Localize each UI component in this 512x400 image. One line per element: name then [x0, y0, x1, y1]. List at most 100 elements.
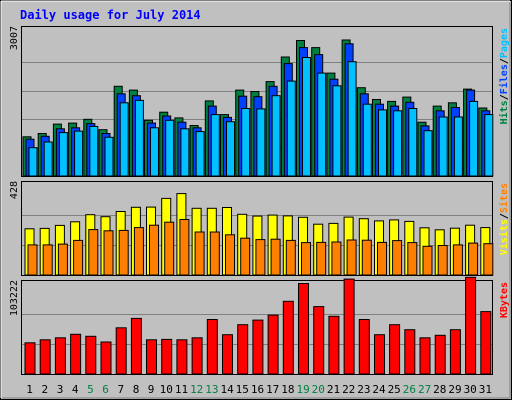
bar-sites-day-19	[301, 242, 311, 276]
bar-pages-day-4	[74, 130, 84, 177]
bar-sites-day-6	[103, 230, 114, 276]
bar-sites-day-9	[149, 224, 159, 276]
bar-kbytes-day-19	[298, 283, 309, 375]
bar-sites-day-31	[483, 243, 494, 276]
x-tick-label-day-18: 18	[281, 383, 294, 396]
panel-middle: 428 Visits/Sites	[9, 181, 510, 276]
bar-kbytes-day-6	[100, 341, 112, 375]
bar-pages-day-13	[210, 114, 220, 177]
bar-kbytes-day-28	[434, 334, 446, 375]
bar-pages-day-11	[180, 128, 190, 177]
panel-bottom: 103222 KBytes	[9, 276, 510, 375]
x-tick-label-day-10: 10	[160, 383, 173, 396]
bar-pages-day-22	[347, 61, 357, 177]
bar-sites-day-29	[452, 244, 463, 276]
bar-kbytes-day-31	[480, 311, 492, 375]
panel-middle-axis-label: Visits/Sites	[498, 183, 510, 255]
bar-kbytes-day-30	[465, 276, 477, 375]
bar-pages-day-17	[271, 95, 281, 177]
x-tick-label-day-17: 17	[266, 383, 279, 396]
bar-pages-day-20	[317, 72, 327, 177]
bar-sites-day-4	[73, 239, 84, 276]
bar-kbytes-day-5	[85, 335, 97, 375]
x-tick-label-day-11: 11	[175, 383, 188, 396]
bar-pages-day-30	[469, 100, 479, 177]
bar-pages-day-3	[58, 132, 68, 177]
bar-kbytes-day-15	[237, 324, 249, 375]
x-tick-label-day-26: 26	[403, 383, 416, 396]
bar-sites-day-25	[392, 240, 403, 276]
bar-sites-day-11	[179, 219, 190, 276]
bar-pages-day-23	[362, 103, 372, 177]
x-axis-labels: 1 2 3 4 5 6 7 8 9 10 11 12 13 14 15 16 17 18 19 20 21 22 23 24 2…	[26, 383, 492, 396]
x-tick-label-day-24: 24	[372, 383, 386, 396]
bar-sites-day-27	[422, 245, 433, 276]
bar-pages-day-9	[150, 127, 159, 177]
axis-label-files: Files	[498, 64, 510, 94]
x-tick-label-day-19: 19	[296, 383, 309, 396]
bar-sites-day-3	[57, 243, 68, 276]
bar-pages-day-12	[195, 131, 205, 177]
bar-sites-day-13	[209, 231, 220, 276]
bar-kbytes-day-17	[267, 314, 279, 375]
bar-sites-day-23	[361, 239, 372, 276]
bar-pages-day-26	[408, 108, 418, 177]
bar-sites-day-2	[42, 244, 53, 276]
axis-label-visits: Visits	[498, 219, 510, 255]
bar-pages-day-27	[423, 130, 433, 177]
bar-sites-day-7	[118, 229, 129, 276]
bar-kbytes-day-27	[419, 337, 431, 375]
x-tick-label-day-25: 25	[388, 383, 401, 396]
bar-sites-day-30	[468, 242, 479, 276]
axis-label-separator: /	[499, 94, 510, 100]
bar-kbytes-day-4	[70, 333, 82, 375]
x-tick-label-day-4: 4	[72, 383, 79, 396]
bar-kbytes-day-23	[358, 319, 370, 375]
bar-sites-day-8	[133, 227, 144, 276]
bar-kbytes-day-20	[313, 306, 325, 375]
x-tick-label-day-12: 12	[190, 383, 203, 396]
x-tick-label-day-21: 21	[327, 383, 340, 396]
x-tick-label-day-22: 22	[342, 383, 355, 396]
x-tick-label-day-6: 6	[102, 383, 109, 396]
bar-kbytes-day-9	[146, 339, 157, 375]
bar-kbytes-day-12	[191, 337, 203, 375]
chart-panels: 3007Hits/Files/Pages428Visits/Sites10322…	[9, 26, 510, 375]
chart-title: Daily usage for July 2014	[20, 8, 201, 22]
bar-pages-day-8	[134, 99, 144, 177]
bar-sites-day-18	[285, 239, 296, 276]
x-tick-label-day-14: 14	[220, 383, 234, 396]
bar-sites-day-1	[27, 244, 38, 276]
bar-sites-day-28	[437, 245, 448, 276]
bar-pages-day-16	[256, 108, 266, 177]
x-tick-label-day-3: 3	[57, 383, 64, 396]
x-tick-label-day-23: 23	[357, 383, 370, 396]
bar-kbytes-day-22	[343, 278, 355, 375]
x-tick-label-day-7: 7	[117, 383, 124, 396]
panel-bottom-axis-label: KBytes	[499, 282, 510, 318]
bar-pages-day-28	[438, 116, 448, 177]
bar-kbytes-day-21	[328, 315, 340, 375]
bar-pages-day-2	[43, 141, 53, 177]
bar-kbytes-day-8	[130, 317, 142, 375]
x-tick-label-day-20: 20	[312, 383, 325, 396]
bar-kbytes-day-7	[115, 327, 127, 375]
bar-pages-day-14	[226, 121, 235, 177]
bar-pages-day-31	[484, 114, 494, 177]
axis-label-hits: Hits	[498, 100, 510, 124]
series-pages	[28, 57, 494, 177]
panel-middle-scale-label: 428	[9, 181, 20, 199]
x-tick-label-day-29: 29	[448, 383, 461, 396]
bar-pages-day-21	[332, 85, 342, 177]
bar-pages-day-5	[89, 125, 99, 177]
bar-pages-day-1	[28, 147, 38, 177]
x-tick-label-day-9: 9	[148, 383, 155, 396]
bar-sites-day-24	[377, 241, 387, 276]
bar-kbytes-day-24	[374, 334, 385, 375]
bar-kbytes-day-13	[206, 319, 218, 375]
axis-label-separator: /	[499, 58, 510, 64]
axis-label-sites: Sites	[498, 183, 510, 213]
bar-sites-day-15	[240, 237, 251, 276]
